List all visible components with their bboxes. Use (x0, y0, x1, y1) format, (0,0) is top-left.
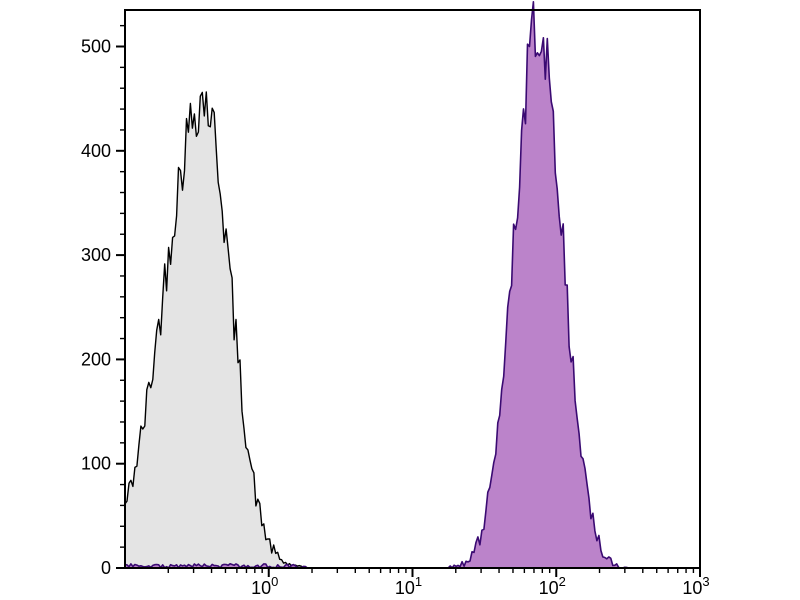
stained-sample-area (125, 1, 700, 569)
y-tick-label: 0 (101, 558, 111, 578)
y-tick-label: 500 (81, 37, 111, 57)
y-tick-label: 200 (81, 349, 111, 369)
y-tick-label: 100 (81, 454, 111, 474)
unstained-control-area (125, 92, 700, 568)
y-tick-label: 400 (81, 141, 111, 161)
y-tick-label: 300 (81, 245, 111, 265)
